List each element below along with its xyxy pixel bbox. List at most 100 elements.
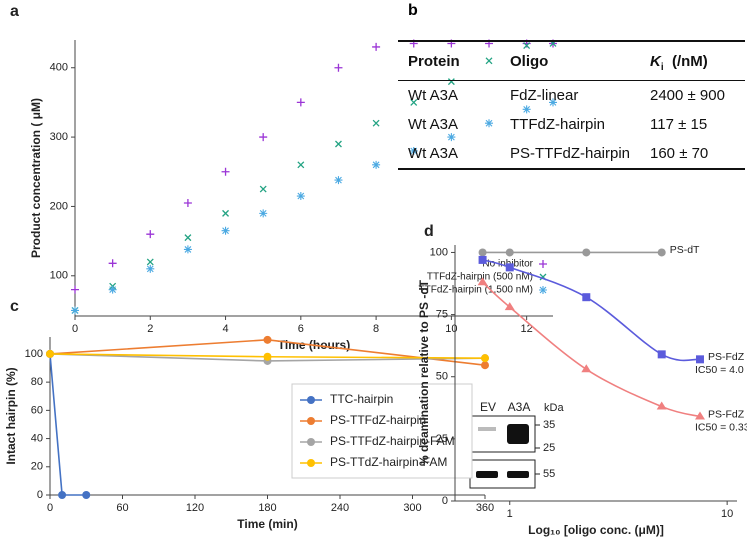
legend-label: TTC-hairpin (330, 392, 393, 406)
point-marker (46, 349, 54, 358)
legend-label: PS-TTFdZ-hairpin (330, 413, 426, 427)
point-marker (582, 248, 591, 257)
marker-size: 25 (543, 442, 555, 454)
x-tick-label: 360 (476, 502, 494, 514)
data-point (222, 209, 230, 217)
x-tick-label: 240 (331, 502, 349, 514)
data-point (259, 185, 267, 193)
cell: Wt A3A (408, 87, 459, 104)
x-tick-label: 10 (721, 508, 733, 520)
point-marker (581, 364, 592, 373)
cell: 117 ± 15 (650, 116, 708, 133)
y-axis-label: Product concentration ( μM) (29, 98, 43, 258)
point-marker (481, 354, 489, 363)
data-point (447, 78, 455, 86)
blot-band (507, 471, 529, 478)
y-tick-label: 0 (442, 495, 448, 507)
data-point (108, 285, 117, 294)
point-marker (478, 248, 487, 257)
cell: PS-TTFdZ-hairpin (510, 145, 631, 162)
y-tick-label: 400 (50, 62, 68, 74)
table-row: Wt A3A TTFdZ-hairpin 117 ± 15 (398, 110, 745, 139)
lane-label: EV (480, 400, 496, 414)
data-point (297, 161, 305, 169)
y-tick-label: 100 (25, 348, 43, 360)
panel-label: a (10, 3, 19, 20)
point-marker (478, 255, 487, 264)
panel-label: d (424, 223, 434, 240)
cell: Wt A3A (408, 145, 459, 162)
x-tick-label: 4 (222, 323, 228, 335)
x-tick-label: 1 (507, 508, 513, 520)
x-tick-label: 6 (298, 323, 304, 335)
data-point (372, 42, 381, 51)
y-axis-label: % deamination relative to PS -dT (417, 279, 431, 466)
header-symbol: K (650, 53, 661, 70)
point-marker (656, 401, 667, 410)
ic50-label: IC50 = 0.33 μM (695, 421, 747, 433)
data-point (108, 259, 117, 268)
ki-table: Protein Oligo Ki (/nM) Wt A3A FdZ-linear… (398, 40, 745, 170)
x-tick-label: 180 (258, 502, 276, 514)
y-tick-label: 60 (31, 404, 43, 416)
data-point (522, 105, 531, 114)
header-cell: Protein (408, 53, 460, 70)
legend-label: PS-TTdZ-hairpin-FAM (330, 455, 447, 469)
x-tick-label: 60 (116, 502, 128, 514)
series-label: PS-FdZ (L) (708, 351, 747, 363)
marker-size: 35 (543, 419, 555, 431)
point-marker (582, 293, 591, 302)
data-point (372, 119, 380, 127)
y-tick-label: 80 (31, 376, 43, 388)
table-header: Protein Oligo Ki (/nM) (398, 40, 745, 81)
y-tick-label: 0 (37, 489, 43, 501)
y-tick-label: 300 (50, 131, 68, 143)
x-tick-label: 10 (445, 323, 457, 335)
series-line (49, 353, 87, 496)
data-point (447, 133, 456, 142)
legend-label: PS-TTFdZ-hairpin-FAM (330, 434, 455, 448)
blot-band (507, 424, 529, 444)
cell: FdZ-linear (510, 87, 579, 104)
data-point (296, 192, 305, 201)
kda-label: kDa (544, 402, 564, 414)
series-label: PS-dT (670, 244, 700, 256)
data-point (184, 234, 192, 242)
point-marker (82, 491, 91, 499)
x-axis-label: Time (min) (237, 517, 297, 531)
legend-marker (539, 260, 547, 268)
y-tick-label: 20 (31, 461, 43, 473)
data-point (221, 226, 230, 235)
legend-marker (307, 417, 315, 425)
x-axis-label: Log₁₀ [oligo conc. (μM)] (528, 523, 664, 537)
point-marker (695, 355, 704, 364)
y-tick-label: 50 (436, 371, 448, 383)
y-tick-label: 100 (50, 270, 68, 282)
data-point (410, 98, 418, 106)
cell: 160 ± 70 (650, 145, 709, 162)
x-tick-label: 0 (47, 502, 53, 514)
data-point (259, 209, 268, 218)
x-tick-label: 0 (72, 323, 78, 335)
data-point (183, 198, 192, 207)
cell: TTFdZ-hairpin (510, 116, 606, 133)
header-unit: (/nM) (671, 53, 708, 70)
x-tick-label: 120 (186, 502, 204, 514)
table-row: Wt A3A PS-TTFdZ-hairpin 160 ± 70 (398, 139, 745, 170)
header-subscript: i (660, 62, 664, 73)
header-cell: Ki (/nM) (650, 53, 708, 73)
legend-marker (539, 286, 547, 294)
series-line (482, 281, 701, 418)
data-point (485, 57, 493, 65)
x-tick-label: 12 (521, 323, 533, 335)
y-tick-label: 100 (430, 246, 448, 258)
legend-marker (307, 459, 315, 467)
data-point (523, 42, 531, 50)
cell: Wt A3A (408, 116, 459, 133)
point-marker (505, 248, 514, 257)
x-tick-label: 2 (147, 323, 153, 335)
point-marker (477, 277, 488, 286)
point-marker (504, 302, 515, 311)
data-point (549, 98, 557, 107)
